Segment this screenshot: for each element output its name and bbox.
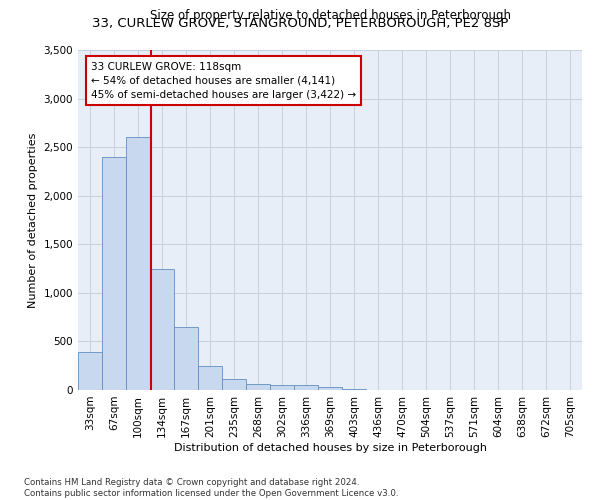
Y-axis label: Number of detached properties: Number of detached properties xyxy=(28,132,38,308)
Bar xyxy=(174,327,198,390)
Bar xyxy=(222,380,246,390)
Bar xyxy=(342,389,366,390)
Bar xyxy=(150,268,174,390)
X-axis label: Distribution of detached houses by size in Peterborough: Distribution of detached houses by size … xyxy=(173,442,487,452)
Bar xyxy=(102,157,126,390)
Bar xyxy=(294,385,318,390)
Text: Contains HM Land Registry data © Crown copyright and database right 2024.
Contai: Contains HM Land Registry data © Crown c… xyxy=(24,478,398,498)
Text: 33 CURLEW GROVE: 118sqm
← 54% of detached houses are smaller (4,141)
45% of semi: 33 CURLEW GROVE: 118sqm ← 54% of detache… xyxy=(91,62,356,100)
Title: Size of property relative to detached houses in Peterborough: Size of property relative to detached ho… xyxy=(149,10,511,22)
Bar xyxy=(126,138,150,390)
Text: 33, CURLEW GROVE, STANGROUND, PETERBOROUGH, PE2 8SP: 33, CURLEW GROVE, STANGROUND, PETERBOROU… xyxy=(92,18,508,30)
Bar xyxy=(78,352,102,390)
Bar xyxy=(198,366,222,390)
Bar xyxy=(318,387,342,390)
Bar xyxy=(270,384,294,390)
Bar xyxy=(246,384,270,390)
